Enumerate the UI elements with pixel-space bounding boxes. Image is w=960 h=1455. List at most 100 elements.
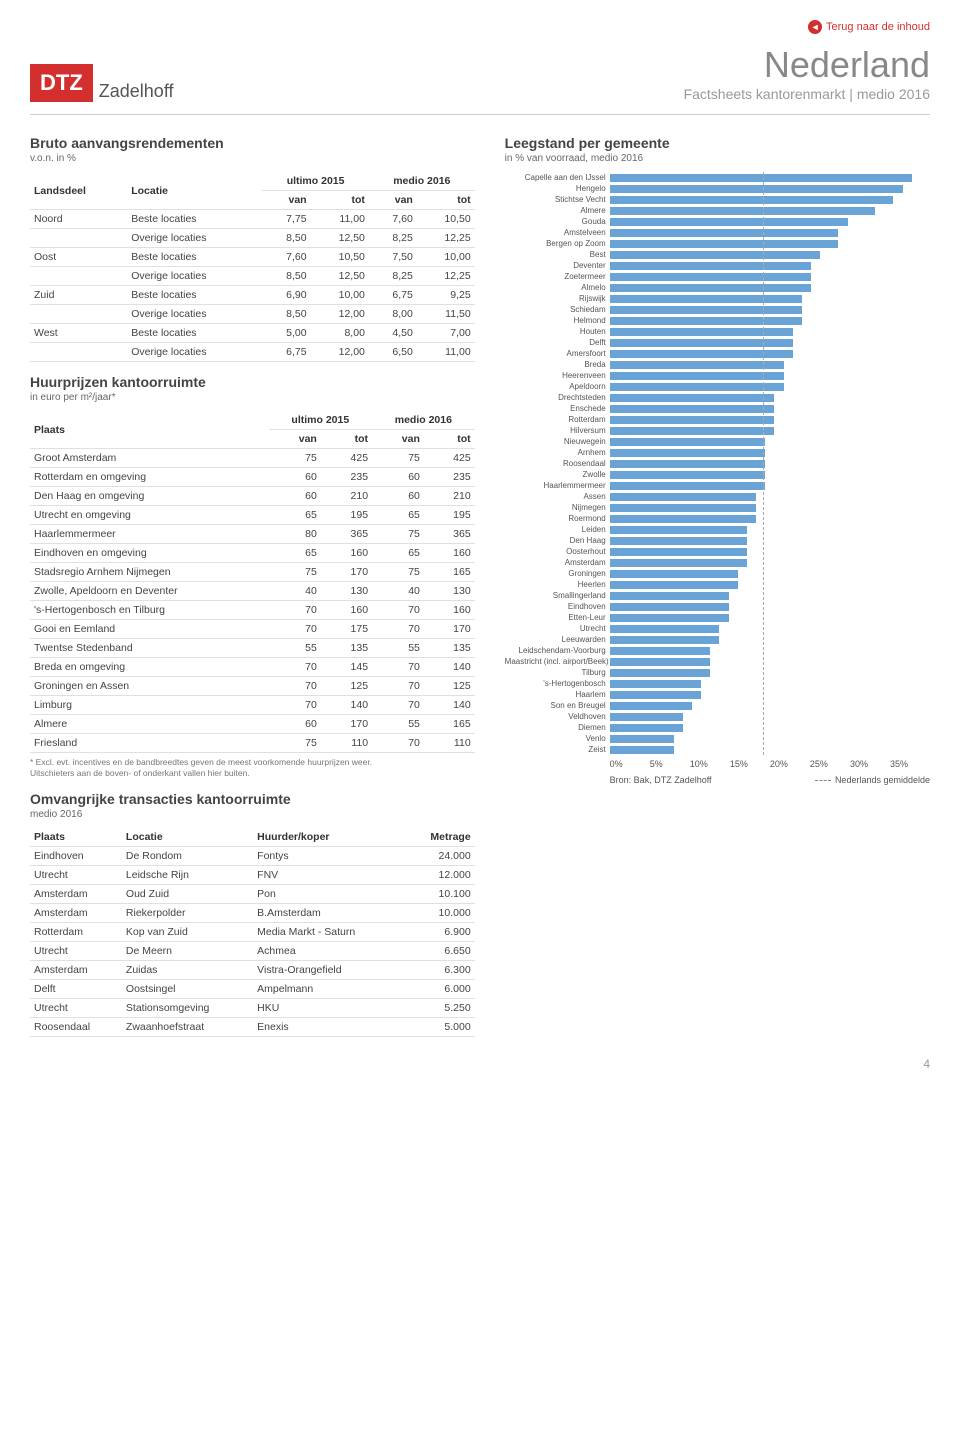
table-cell: Overige locaties xyxy=(127,343,262,362)
table-cell: 6,75 xyxy=(369,286,417,305)
table-cell: 70 xyxy=(372,658,424,677)
table-cell: Oostsingel xyxy=(122,980,253,999)
table-cell: 8,25 xyxy=(369,267,417,286)
table-cell: Utrecht en omgeving xyxy=(30,506,269,525)
table-cell: Haarlemmermeer xyxy=(30,525,269,544)
table-cell: 160 xyxy=(424,601,475,620)
table-cell: 110 xyxy=(321,734,372,753)
bar-fill xyxy=(610,548,747,556)
bar-row: Son en Breugel xyxy=(505,700,930,711)
table-cell: 12,00 xyxy=(311,343,369,362)
table-cell: 5.250 xyxy=(405,999,474,1018)
bar-label: Arnhem xyxy=(505,448,610,457)
bar-label: Leeuwarden xyxy=(505,635,610,644)
table-cell: 12,00 xyxy=(311,305,369,324)
bar-fill xyxy=(610,328,793,336)
table-cell: De Rondom xyxy=(122,847,253,866)
table-cell: 55 xyxy=(372,715,424,734)
back-link[interactable]: ◄Terug naar de inhoud xyxy=(30,20,930,34)
table-cell: Limburg xyxy=(30,696,269,715)
t2-foot: * Excl. evt. incentives en de bandbreedt… xyxy=(30,757,475,779)
t3-sub: medio 2016 xyxy=(30,809,475,820)
table-cell: Amsterdam xyxy=(30,961,122,980)
bar-fill xyxy=(610,174,912,182)
bar-label: Nijmegen xyxy=(505,503,610,512)
table-cell: Zwolle, Apeldoorn en Deventer xyxy=(30,582,269,601)
bar-label: Schiedam xyxy=(505,305,610,314)
logo-box: DTZ xyxy=(30,64,93,102)
bar-fill xyxy=(610,724,683,732)
bar-fill xyxy=(610,680,702,688)
table-cell: Media Markt - Saturn xyxy=(253,923,405,942)
table-cell: 425 xyxy=(321,449,372,468)
table-cell: 7,60 xyxy=(369,210,417,229)
table-cell: 6.000 xyxy=(405,980,474,999)
table-cell: 7,00 xyxy=(417,324,475,343)
bar-fill xyxy=(610,537,747,545)
bar-fill xyxy=(610,702,692,710)
table-cell: 9,25 xyxy=(417,286,475,305)
table-cell: 6,50 xyxy=(369,343,417,362)
table-cell: 135 xyxy=(321,639,372,658)
bar-label: Breda xyxy=(505,360,610,369)
table-cell: Twentse Stedenband xyxy=(30,639,269,658)
t3-title: Omvangrijke transacties kantoorruimte xyxy=(30,791,475,807)
th-u15: ultimo 2015 xyxy=(262,172,369,191)
back-icon: ◄ xyxy=(808,20,822,34)
th2-m16: medio 2016 xyxy=(372,411,475,430)
bar-fill xyxy=(610,603,729,611)
bar-label: Zoetermeer xyxy=(505,272,610,281)
table-row: Stadsregio Arnhem Nijmegen7517075165 xyxy=(30,563,475,582)
table-cell: Roosendaal xyxy=(30,1018,122,1037)
table-cell: Gooi en Eemland xyxy=(30,620,269,639)
table-row: Gooi en Eemland7017570170 xyxy=(30,620,475,639)
bar-fill xyxy=(610,196,894,204)
table-cell: Amsterdam xyxy=(30,904,122,923)
table-cell: 365 xyxy=(321,525,372,544)
table-cell: Beste locaties xyxy=(127,324,262,343)
bar-label: Oosterhout xyxy=(505,547,610,556)
bar-fill xyxy=(610,482,766,490)
bar-row: Haarlemmermeer xyxy=(505,480,930,491)
table-cell: 65 xyxy=(269,544,321,563)
bar-label: Enschede xyxy=(505,404,610,413)
table-cell xyxy=(30,267,127,286)
bar-label: Amsterdam xyxy=(505,558,610,567)
bar-label: Helmond xyxy=(505,316,610,325)
bar-fill xyxy=(610,438,766,446)
th3-metrage: Metrage xyxy=(405,828,474,847)
axis-tick: 15% xyxy=(730,759,770,769)
table-cell: 70 xyxy=(269,601,321,620)
bar-row: Enschede xyxy=(505,403,930,414)
table-cell: 170 xyxy=(424,620,475,639)
bar-fill xyxy=(610,251,821,259)
bar-row: Leidschendam-Voorburg xyxy=(505,645,930,656)
table-row: AmsterdamRiekerpolderB.Amsterdam10.000 xyxy=(30,904,475,923)
th-locatie: Locatie xyxy=(127,172,262,210)
bar-fill xyxy=(610,449,766,457)
bar-row: Maastricht (incl. airport/Beek) xyxy=(505,656,930,667)
bar-fill xyxy=(610,746,674,754)
table-cell: 5.000 xyxy=(405,1018,474,1037)
table-row: RotterdamKop van ZuidMedia Markt - Satur… xyxy=(30,923,475,942)
table-cell: 70 xyxy=(372,696,424,715)
table-cell: 70 xyxy=(269,696,321,715)
table-cell: 12,25 xyxy=(417,229,475,248)
table-cell: 55 xyxy=(269,639,321,658)
table-cell: 140 xyxy=(424,658,475,677)
table-cell: 55 xyxy=(372,639,424,658)
bar-row: Bergen op Zoom xyxy=(505,238,930,249)
table-cell: 6.650 xyxy=(405,942,474,961)
table-cell: 165 xyxy=(424,715,475,734)
bar-row: Rijswijk xyxy=(505,293,930,304)
bar-row: Haarlem xyxy=(505,689,930,700)
table-rendementen: Landsdeel Locatie ultimo 2015 medio 2016… xyxy=(30,172,475,362)
bar-fill xyxy=(610,372,784,380)
table-cell: Beste locaties xyxy=(127,248,262,267)
bar-label: Etten-Leur xyxy=(505,613,610,622)
table-cell: 235 xyxy=(321,468,372,487)
bar-fill xyxy=(610,669,711,677)
table-cell: 160 xyxy=(321,601,372,620)
table-cell: Stadsregio Arnhem Nijmegen xyxy=(30,563,269,582)
header: DTZ Zadelhoff Nederland Factsheets kanto… xyxy=(30,44,930,115)
